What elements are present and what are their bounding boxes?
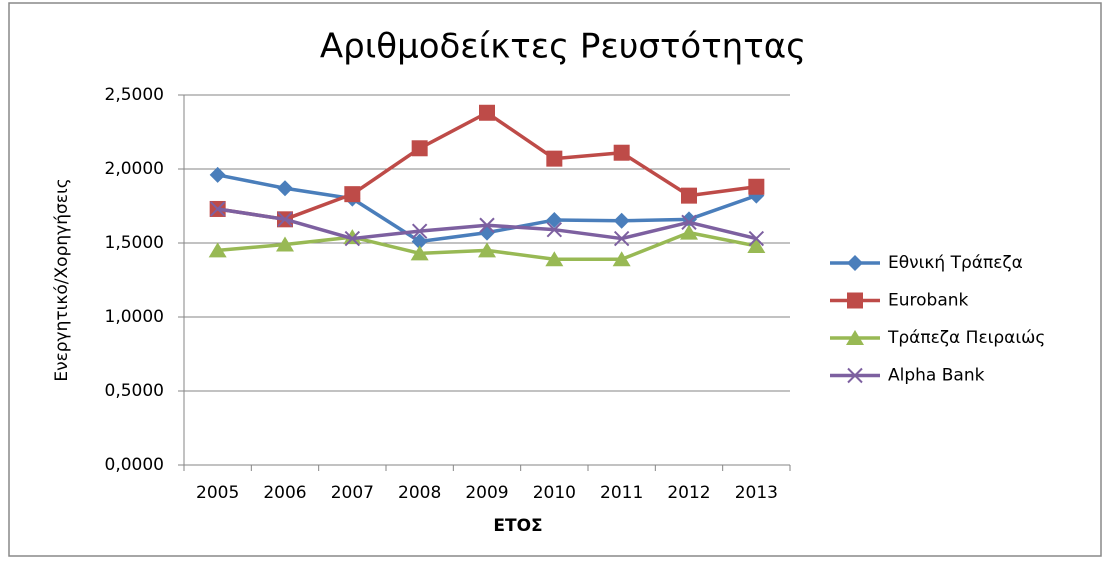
legend-marker [846,330,864,345]
data-point [613,144,630,161]
y-tick-label: 2,0000 [105,159,164,179]
data-point [613,212,630,229]
data-point [209,166,226,183]
y-tick-label: 1,5000 [105,233,164,253]
legend-label: Τράπεζα Πειραιώς [887,328,1045,348]
x-tick-label: 2011 [600,483,643,503]
y-tick-label: 0,0000 [105,455,164,475]
legend-marker [847,255,863,271]
data-point [748,230,765,247]
data-point [681,187,697,204]
x-tick-label: 2007 [331,483,374,503]
data-point [276,236,294,252]
x-tick-label: 2005 [196,483,239,503]
x-tick-label: 2008 [398,483,441,503]
y-tick-label: 0,5000 [105,381,164,401]
x-tick-label: 2010 [533,483,576,503]
y-tick-label: 1,0000 [105,307,164,327]
data-point [478,242,496,258]
data-point [748,178,765,195]
data-point [747,237,766,253]
x-tick-label: 2012 [667,483,710,503]
data-point [344,186,361,203]
data-point [546,212,563,229]
data-point [277,180,293,197]
x-tick-label: 2006 [263,483,306,503]
data-point [546,150,563,167]
chart-title: Αριθμοδείκτες Ρευστότητας [320,27,806,67]
data-point [545,251,564,267]
x-axis-label: ΕΤΟΣ [493,516,542,536]
data-point [411,140,428,157]
data-point [209,201,226,217]
data-point [612,251,631,267]
data-point [681,214,697,230]
data-point [680,224,698,240]
data-point [344,230,361,247]
legend-marker [847,367,863,384]
x-tick-label: 2009 [465,483,508,503]
legend-label: Εθνική Τράπεζα [888,253,1023,273]
legend-label: Alpha Bank [888,366,985,386]
x-tick-label: 2013 [735,483,778,503]
legend-label: Eurobank [888,291,969,311]
data-point [343,229,362,245]
data-point [411,223,428,239]
chart-frame [8,2,1102,557]
data-point [277,211,293,228]
y-axis-label: Ενεργητικό/Χορηγήσεις [52,178,72,381]
data-point [613,230,630,247]
data-point [208,242,227,258]
data-point [479,217,495,233]
data-point [479,104,495,121]
data-point [546,221,563,238]
data-point [411,233,428,250]
legend-marker [847,292,863,309]
data-point [410,245,429,261]
y-tick-label: 2,5000 [105,85,164,105]
